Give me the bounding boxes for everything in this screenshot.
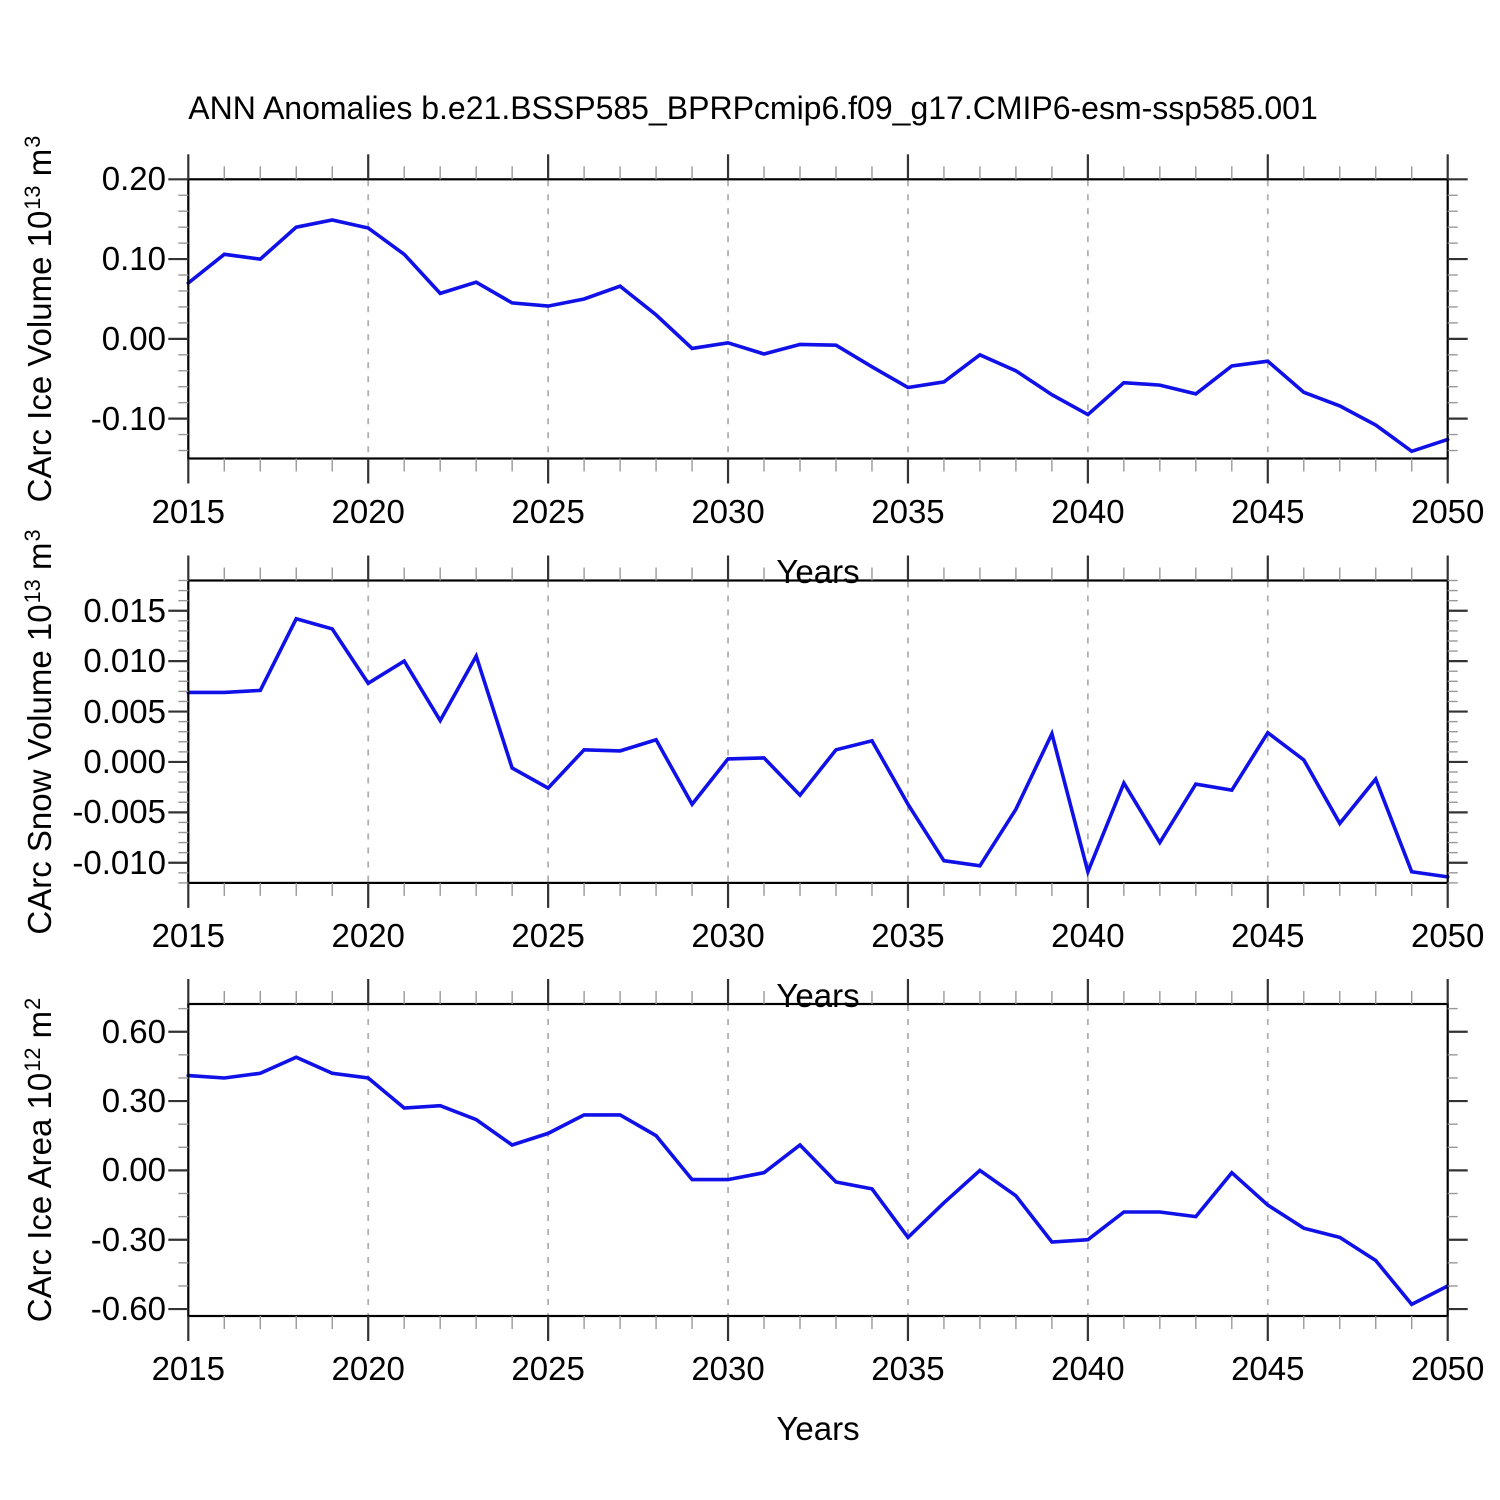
y-tick-label-snow-volume: 0.005 <box>83 692 166 730</box>
x-tick-label: 2030 <box>691 492 765 530</box>
panel-snow-volume <box>168 555 1468 908</box>
superscript: 2 <box>20 997 46 1010</box>
x-tick-label: 2020 <box>331 916 405 954</box>
superscript: 3 <box>20 135 46 148</box>
y-tick-label-ice-area: 0.00 <box>101 1151 166 1189</box>
data-line-ice-area <box>186 1055 1450 1307</box>
y-tick-label-ice-volume: 0.20 <box>101 160 166 198</box>
x-tick-label: 2020 <box>331 492 405 530</box>
x-tick-label: 2045 <box>1231 1350 1305 1387</box>
plot-frame <box>187 1002 1449 1318</box>
x-tick-label: 2050 <box>1410 916 1485 954</box>
y-tick-label-snow-volume: 0.000 <box>83 742 166 780</box>
data-line-ice-volume <box>186 218 1450 454</box>
x-tick-label: 2040 <box>1051 1350 1125 1387</box>
y-tick-label-ice-area: 0.30 <box>101 1082 166 1120</box>
x-axis-title: Years <box>776 552 860 590</box>
x-tick-label: 2050 <box>1410 1350 1485 1387</box>
superscript: 3 <box>20 529 46 542</box>
y-tick-label-snow-volume: -0.010 <box>72 843 166 881</box>
x-tick-label: 2035 <box>871 492 945 530</box>
x-tick-label: 2025 <box>511 916 585 954</box>
y-axis-title-text: m <box>21 542 58 579</box>
x-tick-label: 2040 <box>1051 492 1125 530</box>
x-axis-title: Years <box>776 1410 860 1447</box>
x-tick-label: 2035 <box>871 916 945 954</box>
x-tick-label: 2025 <box>511 492 585 530</box>
chart-title: ANN Anomalies b.e21.BSSP585_BPRPcmip6.f0… <box>188 90 1318 126</box>
y-tick-label-snow-volume: -0.005 <box>72 793 166 831</box>
x-axis-title: Years <box>776 976 860 1014</box>
y-tick-label-ice-volume: -0.10 <box>90 399 166 437</box>
y-tick-label-ice-volume: 0.10 <box>101 240 166 278</box>
plot-frame <box>187 178 1449 460</box>
y-tick-label-ice-area: -0.30 <box>90 1220 166 1258</box>
data-line-snow-volume <box>186 616 1450 879</box>
x-tick-label: 2035 <box>871 1350 945 1387</box>
plot-frame <box>187 579 1449 884</box>
y-tick-label-snow-volume: 0.015 <box>83 591 166 629</box>
y-tick-label-snow-volume: 0.010 <box>83 642 166 680</box>
x-tick-label: 2050 <box>1410 492 1485 530</box>
x-tick-label: 2020 <box>331 1350 405 1387</box>
y-tick-label-ice-volume: 0.00 <box>101 319 166 357</box>
x-tick-label: 2030 <box>691 916 765 954</box>
x-tick-label: 2045 <box>1231 916 1305 954</box>
x-tick-label: 2015 <box>151 1350 225 1387</box>
x-tick-label: 2030 <box>691 1350 765 1387</box>
x-tick-label: 2045 <box>1231 492 1305 530</box>
x-tick-label: 2025 <box>511 1350 585 1387</box>
x-tick-label: 2015 <box>151 492 225 530</box>
panel-ice-area <box>168 979 1468 1341</box>
y-tick-label-ice-area: 0.60 <box>101 1012 166 1050</box>
y-tick-label-ice-area: -0.60 <box>90 1290 166 1328</box>
x-tick-label: 2040 <box>1051 916 1125 954</box>
x-tick-label: 2015 <box>151 916 225 954</box>
panel-ice-volume <box>168 154 1468 484</box>
